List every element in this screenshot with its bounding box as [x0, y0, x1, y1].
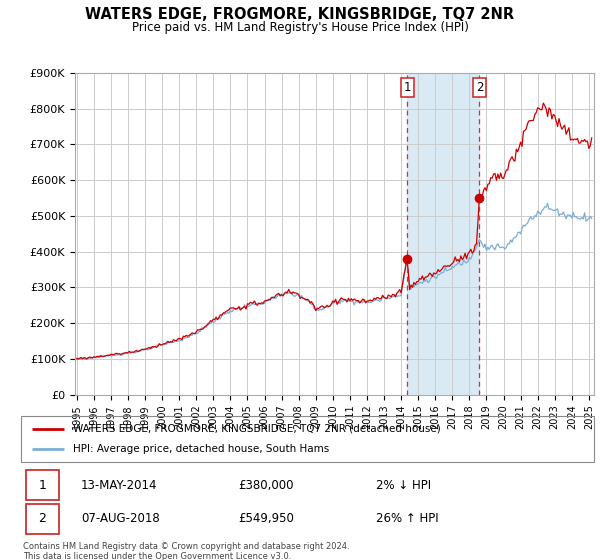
Text: 13-MAY-2014: 13-MAY-2014 [81, 479, 158, 492]
Text: 2: 2 [476, 81, 483, 94]
Text: 26% ↑ HPI: 26% ↑ HPI [376, 512, 439, 525]
Text: Price paid vs. HM Land Registry's House Price Index (HPI): Price paid vs. HM Land Registry's House … [131, 21, 469, 34]
Text: £380,000: £380,000 [239, 479, 294, 492]
Text: 07-AUG-2018: 07-AUG-2018 [81, 512, 160, 525]
Text: 1: 1 [403, 81, 411, 94]
Text: £549,950: £549,950 [239, 512, 295, 525]
FancyBboxPatch shape [26, 470, 59, 500]
Text: 1: 1 [38, 479, 46, 492]
Text: WATERS EDGE, FROGMORE, KINGSBRIDGE, TQ7 2NR: WATERS EDGE, FROGMORE, KINGSBRIDGE, TQ7 … [85, 7, 515, 22]
Bar [407, 73, 479, 395]
Text: HPI: Average price, detached house, South Hams: HPI: Average price, detached house, Sout… [73, 444, 329, 454]
FancyBboxPatch shape [26, 504, 59, 534]
Text: 2% ↓ HPI: 2% ↓ HPI [376, 479, 431, 492]
Text: WATERS EDGE, FROGMORE, KINGSBRIDGE, TQ7 2NR (detached house): WATERS EDGE, FROGMORE, KINGSBRIDGE, TQ7 … [73, 424, 440, 434]
Text: 2: 2 [38, 512, 46, 525]
Text: Contains HM Land Registry data © Crown copyright and database right 2024.
This d: Contains HM Land Registry data © Crown c… [23, 542, 349, 560]
